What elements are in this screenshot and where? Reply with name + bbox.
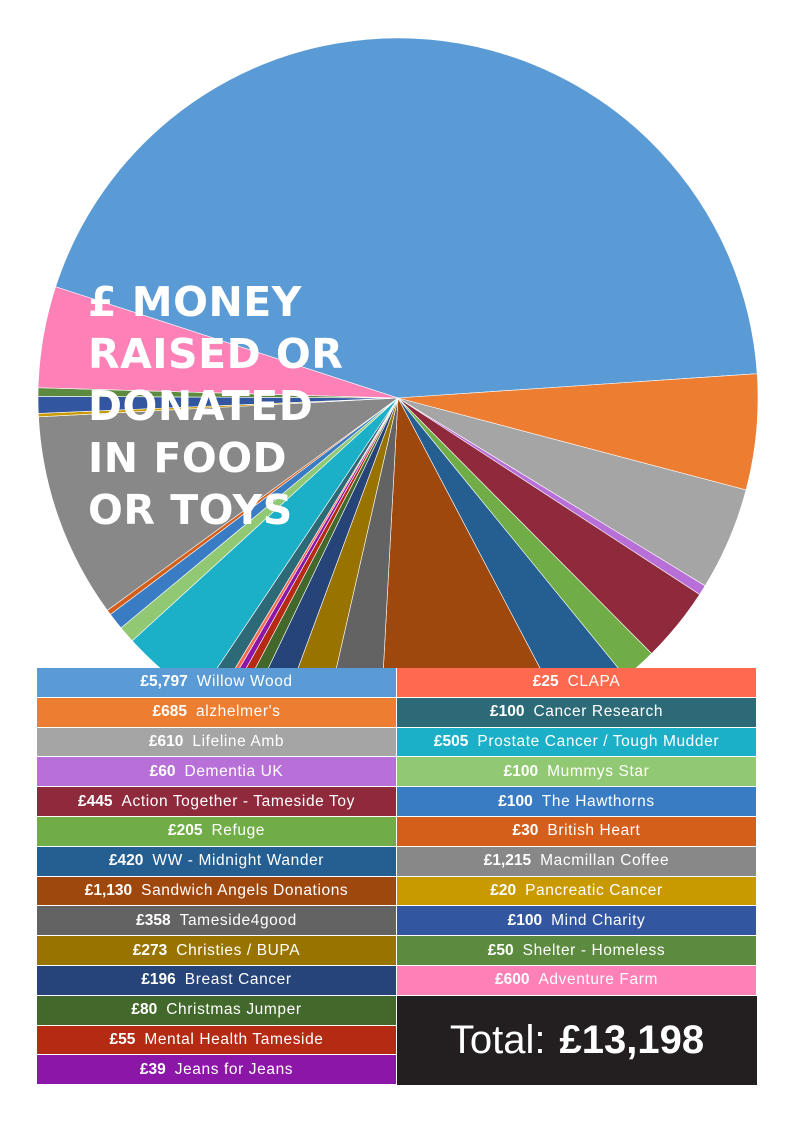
title-line: DONATED [88, 382, 314, 430]
legend-name: Mind Charity [551, 911, 646, 929]
legend-row: £30 British Heart [397, 816, 757, 847]
legend-row: £80 Christmas Jumper [37, 995, 397, 1026]
legend-amount: £39 [139, 1060, 166, 1078]
legend-name: Mummys Star [547, 762, 650, 780]
legend-row: £273 Christies / BUPA [37, 936, 397, 966]
pie-slice [38, 397, 399, 611]
legend-name: Macmillan Coffee [540, 852, 670, 870]
title-line: IN FOOD [88, 434, 288, 482]
legend-row: £445 Action Together - Tameside Toy [37, 787, 397, 817]
legend-row: £100 Cancer Research [397, 697, 757, 728]
pie-slice [297, 397, 399, 668]
legend-amount: £1,130 [84, 881, 133, 899]
legend-name: Christmas Jumper [166, 1001, 302, 1019]
legend-amount: £100 [489, 703, 525, 721]
pie-slice [336, 397, 399, 668]
legend-row: £685 alzhelmer's [37, 697, 397, 728]
legend-amount: £445 [78, 792, 113, 810]
legend-row: £196 Breast Cancer [37, 965, 397, 996]
legend-name: Action Together - Tameside Toy [121, 792, 355, 810]
legend-name: Christies / BUPA [176, 941, 301, 959]
legend-name: Mental Health Tameside [144, 1030, 324, 1048]
legend-amount: £273 [132, 941, 168, 959]
legend-amount: £80 [131, 1001, 158, 1019]
title-line: OR TOYS [88, 486, 293, 534]
legend-row: £505 Prostate Cancer / Tough Mudder [397, 727, 757, 758]
legend-amount: £1,215 [483, 852, 532, 870]
legend-amount: £196 [141, 971, 176, 989]
title-line: RAISED OR [88, 330, 344, 378]
legend-row: £100 Mummys Star [397, 757, 757, 788]
legend-row: £5,797 Willow Wood [37, 668, 397, 698]
total-label: Total: [449, 1018, 546, 1062]
legend-amount: £25 [532, 673, 559, 691]
legend-name: Breast Cancer [184, 971, 292, 989]
legend-name: CLAPA [567, 673, 621, 691]
legend-amount: £100 [507, 911, 543, 929]
legend-row: £100 Mind Charity [397, 906, 757, 937]
legend-amount: £600 [494, 971, 530, 989]
legend-name: Adventure Farm [538, 971, 658, 989]
legend: £5,797 Willow Wood £685 alzhelmer's £610 Life… [37, 668, 757, 1086]
legend-row: £600 Adventure Farm [397, 965, 757, 996]
legend-amount: £205 [167, 822, 203, 840]
legend-amount: £60 [149, 762, 176, 780]
legend-name: Lifeline Amb [192, 732, 285, 750]
legend-amount: £20 [490, 881, 517, 899]
legend-row: £60 Dementia UK [37, 757, 397, 788]
legend-row: £610 Lifeline Amb [37, 727, 397, 758]
pie-slice [397, 397, 652, 668]
legend-amount: £5,797 [140, 673, 188, 691]
legend-amount: £55 [109, 1030, 136, 1048]
chart-title: £ MONEY RAISED OR DONATED IN FOOD OR TOY… [88, 276, 388, 536]
legend-amount: £420 [108, 852, 144, 870]
legend-name: Pancreatic Cancer [525, 881, 663, 899]
pie-slice [55, 37, 758, 399]
legend-name: British Heart [547, 822, 641, 840]
legend-name: Refuge [211, 822, 266, 840]
legend-right-column: £25 CLAPA £100 Cancer Research £505 Prostate … [397, 668, 757, 996]
pie-slice [397, 397, 619, 668]
legend-amount: £100 [498, 792, 533, 810]
legend-name: Cancer Research [533, 703, 664, 721]
legend-amount: £100 [503, 762, 539, 780]
pie-slice [37, 286, 399, 399]
legend-amount: £505 [433, 732, 469, 750]
legend-row: £1,215 Macmillan Coffee [397, 846, 757, 877]
legend-row: £420 WW - Midnight Wander [37, 846, 397, 877]
legend-row: £55 Mental Health Tameside [37, 1025, 397, 1056]
legend-name: Jeans for Jeans [174, 1060, 294, 1078]
legend-name: Prostate Cancer / Tough Mudder [477, 732, 720, 750]
total-value: £13,198 [559, 1018, 705, 1062]
legend-row: £20 Pancreatic Cancer [397, 876, 757, 907]
legend-row: £358 Tameside4good [37, 906, 397, 937]
legend-amount: £50 [487, 941, 514, 959]
legend-row: £205 Refuge [37, 816, 397, 847]
legend-amount: £358 [136, 911, 171, 929]
legend-left-column: £5,797 Willow Wood £685 alzhelmer's £610 Life… [37, 668, 397, 1086]
legend-amount: £610 [148, 732, 184, 750]
legend-row: £39 Jeans for Jeans [37, 1055, 397, 1086]
legend-row: £1,130 Sandwich Angels Donations [37, 876, 397, 907]
legend-name: alzhelmer's [195, 703, 281, 721]
legend-row: £50 Shelter - Homeless [397, 936, 757, 966]
pie-slice [383, 396, 541, 668]
legend-row: £25 CLAPA [397, 668, 757, 698]
total-box: Total: £13,198 [397, 996, 757, 1085]
legend-name: Sandwich Angels Donations [141, 881, 349, 899]
legend-amount: £685 [152, 703, 187, 721]
legend-name: WW - Midnight Wander [152, 852, 325, 870]
legend-amount: £30 [512, 822, 539, 840]
legend-name: Shelter - Homeless [522, 941, 666, 959]
legend-row: £100 The Hawthorns [397, 787, 757, 817]
legend-name: Tameside4good [179, 911, 297, 929]
title-line: £ MONEY [88, 278, 302, 326]
legend-name: The Hawthorns [541, 792, 655, 810]
legend-name: Dementia UK [184, 762, 284, 780]
legend-name: Willow Wood [196, 673, 293, 691]
pie-chart [37, 37, 759, 668]
